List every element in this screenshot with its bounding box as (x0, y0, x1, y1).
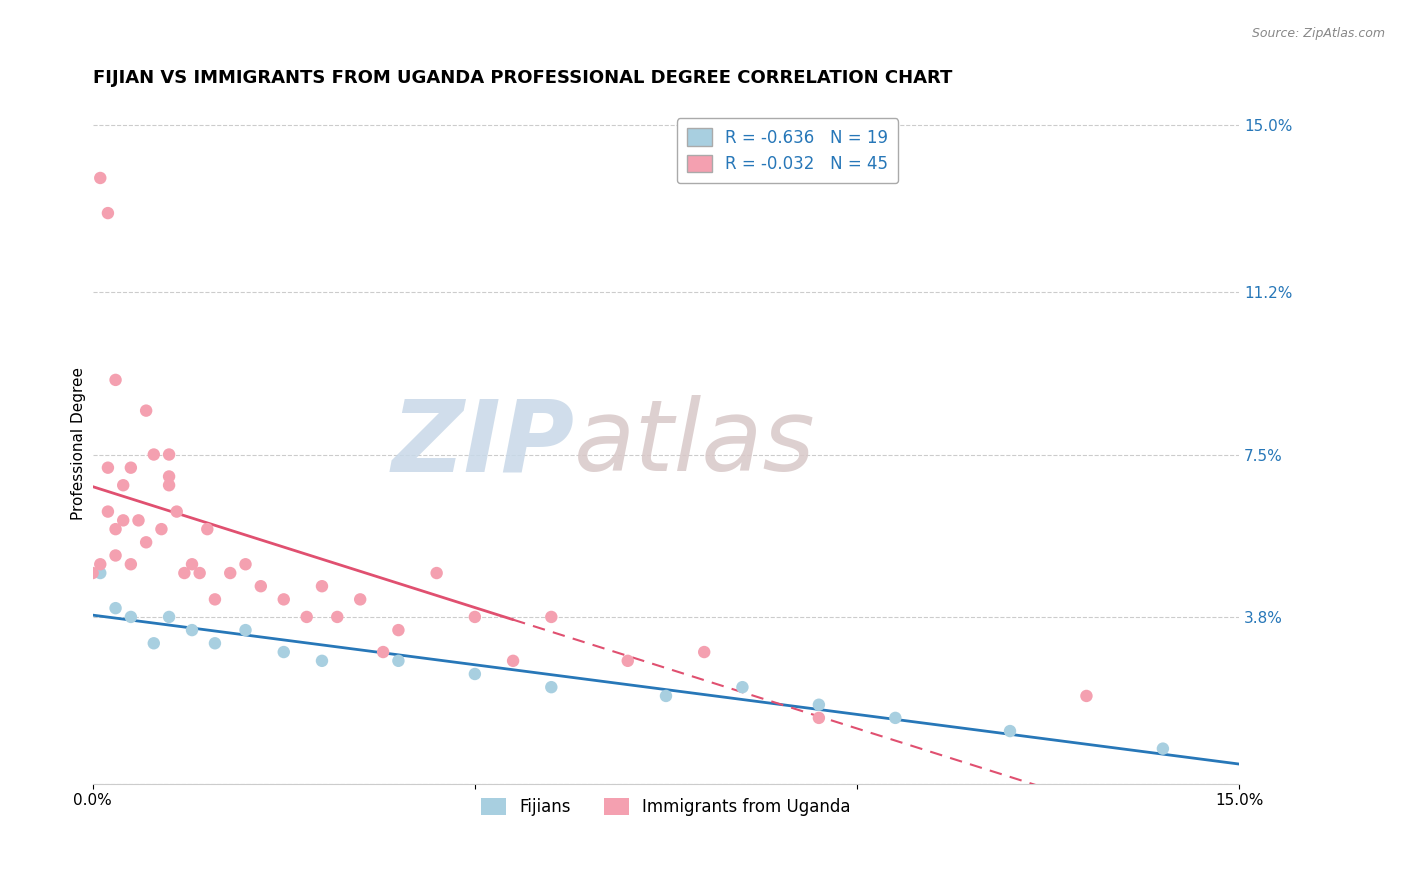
Point (89, 558, 111, 572)
Point (998, 724, 1021, 739)
Point (326, 610, 349, 624)
Point (82, 566, 104, 580)
Point (807, 698, 830, 712)
Point (135, 403, 157, 417)
Point (371, 645, 394, 659)
Point (235, 558, 257, 572)
Point (616, 654, 638, 668)
Point (195, 522, 218, 536)
Point (884, 711, 907, 725)
Point (188, 566, 211, 580)
Point (181, 623, 204, 637)
Point (157, 610, 180, 624)
Point (464, 610, 486, 624)
Point (157, 448, 180, 462)
Point (540, 680, 562, 694)
Point (173, 566, 195, 580)
Point (502, 654, 524, 668)
Point (273, 645, 295, 659)
Point (181, 558, 204, 572)
Point (104, 549, 127, 563)
Point (135, 535, 157, 549)
Point (311, 579, 333, 593)
Point (273, 592, 295, 607)
Point (142, 448, 165, 462)
Point (807, 711, 830, 725)
Text: atlas: atlas (574, 395, 815, 492)
Point (128, 513, 150, 527)
Point (731, 680, 754, 694)
Point (120, 558, 142, 572)
Point (104, 601, 127, 615)
Point (387, 654, 409, 668)
Point (1076, 689, 1098, 703)
Point (204, 636, 226, 650)
Point (204, 592, 226, 607)
Point (235, 623, 257, 637)
Point (150, 522, 173, 536)
Point (157, 469, 180, 483)
Point (311, 654, 333, 668)
Text: FIJIAN VS IMMIGRANTS FROM UGANDA PROFESSIONAL DEGREE CORRELATION CHART: FIJIAN VS IMMIGRANTS FROM UGANDA PROFESS… (93, 69, 952, 87)
Point (89, 566, 111, 580)
Point (250, 579, 273, 593)
Point (142, 636, 165, 650)
Legend: Fijians, Immigrants from Uganda: Fijians, Immigrants from Uganda (474, 791, 858, 823)
Point (120, 460, 142, 475)
Text: Source: ZipAtlas.com: Source: ZipAtlas.com (1251, 27, 1385, 40)
Point (387, 623, 409, 637)
Point (693, 645, 716, 659)
Point (295, 610, 318, 624)
Point (349, 592, 371, 607)
Point (112, 513, 135, 527)
Point (157, 478, 180, 492)
Point (97, 460, 120, 475)
Point (112, 478, 135, 492)
Point (464, 667, 486, 681)
Point (97, 206, 120, 220)
Point (219, 566, 242, 580)
Y-axis label: Professional Degree: Professional Degree (72, 367, 86, 520)
Text: ZIP: ZIP (391, 395, 574, 492)
Point (104, 522, 127, 536)
Point (120, 610, 142, 624)
Point (97, 505, 120, 519)
Point (166, 505, 188, 519)
Point (89, 171, 111, 186)
Point (540, 610, 562, 624)
Point (426, 566, 449, 580)
Point (655, 689, 678, 703)
Point (104, 373, 127, 387)
Point (1152, 741, 1174, 756)
